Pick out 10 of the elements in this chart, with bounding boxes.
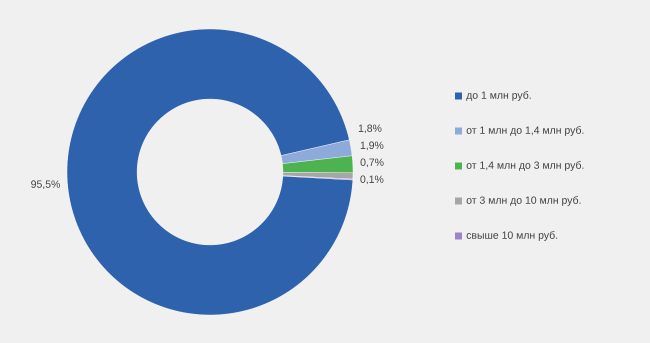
- legend-label: от 3 млн до 10 млн руб.: [466, 196, 581, 206]
- data-label: 1,9%: [360, 142, 384, 150]
- legend-label: от 1 млн до 1,4 млн руб.: [466, 126, 584, 136]
- legend-label: свыше 10 млн руб.: [466, 231, 558, 241]
- data-label: 0,1%: [360, 176, 384, 184]
- data-label: 95,5%: [31, 180, 60, 190]
- legend-label: до 1 млн руб.: [466, 91, 531, 101]
- data-label: 1,8%: [358, 124, 382, 134]
- data-label: 0,7%: [360, 158, 384, 168]
- legend-label: от 1,4 млн до 3 млн руб.: [466, 161, 584, 171]
